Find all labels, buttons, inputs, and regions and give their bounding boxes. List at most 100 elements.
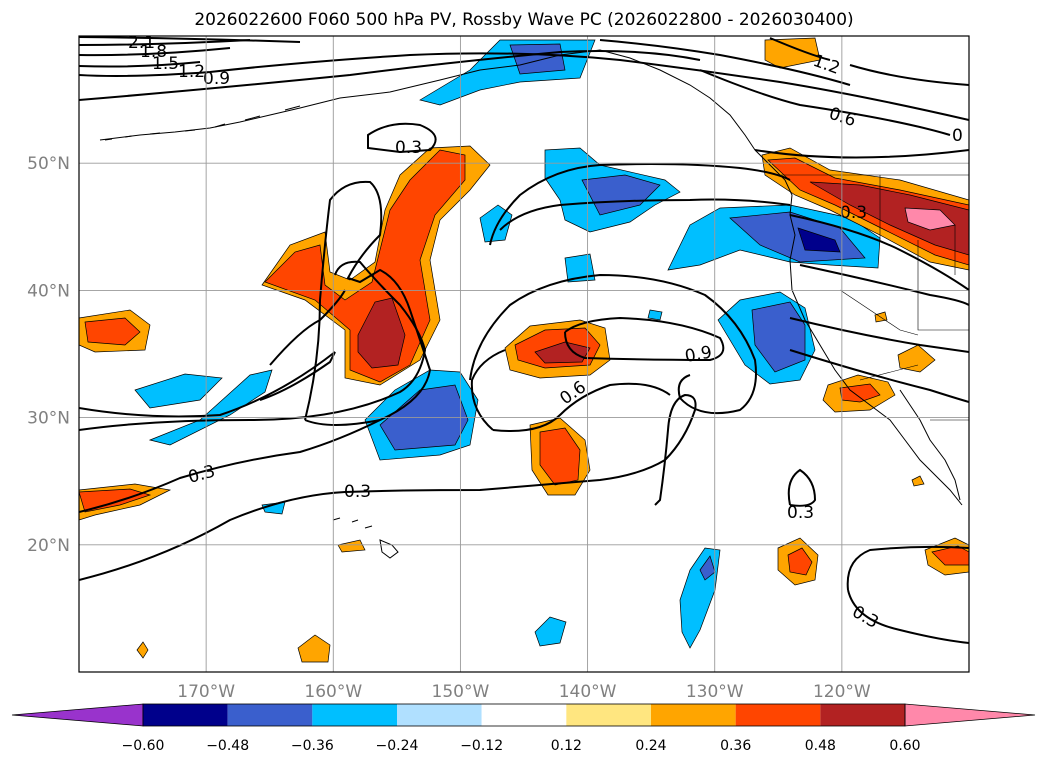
contour-label: 0.9 xyxy=(203,69,230,89)
negative-anomaly-patch xyxy=(679,547,721,649)
coastlines xyxy=(99,49,969,559)
colorbar-max-extension xyxy=(904,703,1036,727)
colorbar-segment xyxy=(735,704,821,726)
colorbar-tick-label: −0.24 xyxy=(376,738,419,754)
contour-label: 1.8 xyxy=(140,42,167,62)
colorbar-segment xyxy=(651,704,736,726)
positive-anomaly-patch xyxy=(337,539,366,553)
contour-label: 0.9 xyxy=(683,343,713,367)
lon-tick-label: 120°W xyxy=(813,682,871,702)
contour-line xyxy=(846,545,969,591)
contour-line xyxy=(847,589,969,644)
contour-line xyxy=(599,39,851,86)
colorbar-segment xyxy=(566,704,651,726)
contour-line xyxy=(489,163,791,246)
contour-label: 0.3 xyxy=(186,462,217,488)
contour-label: 0.3 xyxy=(849,602,882,633)
positive-anomaly-patch xyxy=(136,641,149,659)
bc-coastline xyxy=(754,149,963,506)
positive-anomaly-patch xyxy=(809,181,969,256)
contour-label: 0.6 xyxy=(556,377,590,409)
colorbar-segment xyxy=(481,704,567,726)
contour-line xyxy=(789,349,969,403)
us-canada-border xyxy=(775,174,969,331)
colorbar-frame xyxy=(142,703,906,727)
contour-line xyxy=(789,214,969,291)
lat-tick-label: 20°N xyxy=(27,536,70,556)
positive-anomaly-patch xyxy=(297,634,331,663)
map-area: 2.1 1.8 1.5 1.2 0.9 0.3 1.2 0.6 0.3 0.9 … xyxy=(79,33,969,672)
contour-line xyxy=(787,468,817,507)
positive-anomaly-patch xyxy=(534,341,591,364)
positive-anomaly-patch xyxy=(357,297,406,369)
pv-anomaly-shading xyxy=(79,37,969,663)
map-frame xyxy=(78,35,970,673)
colorbar-tick-label: −0.12 xyxy=(460,738,503,754)
colorbar-tick-label: 0.24 xyxy=(635,738,666,754)
lat-tick-label: 50°N xyxy=(27,154,70,174)
gridlines xyxy=(79,36,969,672)
contour-line xyxy=(769,37,969,86)
negative-anomaly-patch xyxy=(134,373,223,409)
contour-line xyxy=(79,351,336,418)
contour-line xyxy=(79,419,381,513)
colorbar: −0.60 −0.48 −0.36 −0.24 −0.12 0.12 0.24 0.36 0.4… xyxy=(11,703,1036,754)
contour-line xyxy=(754,149,969,159)
hawaii-islands xyxy=(332,517,399,559)
colorbar-tick-label: 0.36 xyxy=(720,738,751,754)
positive-anomaly-patch xyxy=(904,207,956,231)
negative-anomaly-patch xyxy=(534,616,567,647)
figure-title: 2026022600 F060 500 hPa PV, Rossby Wave … xyxy=(194,10,853,30)
negative-anomaly-patch xyxy=(419,39,596,106)
positive-anomaly-patch xyxy=(79,488,152,513)
colorbar-segment xyxy=(143,704,228,726)
contour-label: 0.6 xyxy=(826,104,858,131)
negative-anomaly-patch xyxy=(797,227,841,253)
colorbar-segment xyxy=(820,704,905,726)
contour-line xyxy=(79,61,201,68)
contour-label: 0.3 xyxy=(344,482,371,502)
contour-line xyxy=(304,180,432,426)
contour-line xyxy=(269,289,346,366)
lat-tick-label: 30°N xyxy=(27,409,70,429)
contour-label: 2.1 xyxy=(128,33,155,53)
positive-anomaly-patch xyxy=(787,547,813,576)
lon-tick-label: 160°W xyxy=(304,682,362,702)
contour-line xyxy=(367,122,437,154)
negative-anomaly-patch xyxy=(751,301,806,373)
contour-line xyxy=(79,393,697,581)
colorbar-tick-label: −0.48 xyxy=(206,738,249,754)
state-borders xyxy=(839,289,969,421)
contour-line xyxy=(492,382,671,432)
contour-line xyxy=(79,36,301,43)
longitude-labels: 170°W 160°W 150°W 140°W 130°W 120°W xyxy=(177,682,871,702)
contour-label: 0.3 xyxy=(840,203,867,223)
colorbar-tick-label: 0.48 xyxy=(805,738,836,754)
lat-tick-label: 40°N xyxy=(27,281,70,301)
lon-tick-label: 130°W xyxy=(686,682,744,702)
contour-label: 1.2 xyxy=(178,62,205,82)
positive-anomaly-patch xyxy=(764,37,821,69)
contour-label: 1.5 xyxy=(152,54,179,74)
colorbar-tick-label: −0.60 xyxy=(122,738,165,754)
aleutian-islands xyxy=(104,105,301,141)
pv-contours xyxy=(79,36,969,644)
negative-anomaly-patch xyxy=(148,369,273,446)
colorbar-tick-label: 0.60 xyxy=(889,738,920,754)
contour-line xyxy=(79,39,251,46)
contour-line xyxy=(499,198,791,231)
contour-label: 0 xyxy=(952,126,963,146)
baja-coastline xyxy=(899,389,961,501)
positive-anomaly-patch xyxy=(539,427,581,486)
negative-anomaly-patch xyxy=(647,309,663,321)
contour-line xyxy=(79,50,701,101)
colorbar-tick-label: −0.36 xyxy=(291,738,334,754)
contour-line xyxy=(799,264,969,306)
contour-line xyxy=(469,273,757,415)
lon-tick-label: 150°W xyxy=(432,682,490,702)
negative-anomaly-patch xyxy=(581,174,661,216)
contour-line xyxy=(79,47,231,57)
lon-tick-label: 140°W xyxy=(559,682,617,702)
positive-anomaly-patch xyxy=(911,475,925,487)
